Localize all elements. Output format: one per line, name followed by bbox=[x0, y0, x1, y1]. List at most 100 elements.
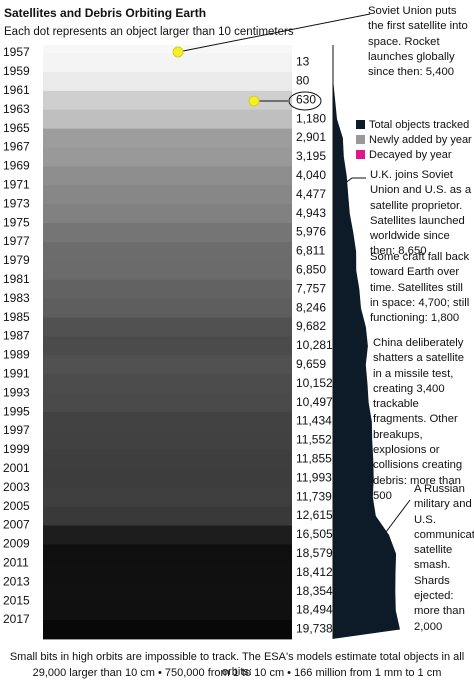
value-label: 8,246 bbox=[296, 300, 326, 314]
value-label: 6,850 bbox=[296, 263, 326, 277]
value-label: 5,976 bbox=[296, 225, 326, 239]
density-band bbox=[43, 412, 292, 432]
year-label: 2007 bbox=[3, 518, 30, 532]
highlight-dot bbox=[248, 95, 260, 107]
value-label: 4,943 bbox=[296, 206, 326, 220]
year-label: 1957 bbox=[3, 45, 30, 59]
density-band bbox=[43, 298, 292, 319]
footer-line: 29,000 larger than 10 cm • 750,000 from … bbox=[32, 667, 442, 679]
year-label: 1993 bbox=[3, 385, 30, 399]
value-label: 80 bbox=[296, 74, 310, 88]
density-band bbox=[43, 223, 292, 243]
density-band bbox=[43, 506, 292, 526]
year-label: 2005 bbox=[3, 499, 30, 513]
density-band bbox=[43, 53, 292, 73]
year-label: 1999 bbox=[3, 442, 30, 456]
chart-title: Satellites and Debris Orbiting Earth bbox=[4, 6, 206, 20]
value-label: 2,901 bbox=[296, 130, 326, 144]
value-label: 4,040 bbox=[296, 168, 326, 182]
year-label: 1969 bbox=[3, 159, 30, 173]
annotation: Soviet Union puts the first satellite in… bbox=[368, 5, 468, 79]
density-band bbox=[43, 109, 292, 130]
annotation: Some craft fall back toward Earth over t… bbox=[370, 251, 470, 325]
value-label: 4,477 bbox=[296, 187, 326, 201]
legend-swatch bbox=[356, 150, 365, 159]
density-band bbox=[43, 147, 292, 167]
density-band bbox=[43, 317, 292, 337]
year-label: 1991 bbox=[3, 366, 30, 380]
density-band bbox=[43, 487, 292, 508]
year-label: 1981 bbox=[3, 272, 30, 286]
value-label: 11,552 bbox=[296, 433, 332, 447]
year-label: 1979 bbox=[3, 253, 30, 267]
density-band bbox=[43, 71, 292, 92]
year-label: 1997 bbox=[3, 423, 30, 437]
year-label: 1963 bbox=[3, 102, 30, 116]
year-label: 1971 bbox=[3, 177, 30, 191]
value-label: 10,152 bbox=[296, 376, 333, 390]
value-label: 11,739 bbox=[296, 489, 332, 503]
density-band bbox=[43, 431, 292, 451]
year-label: 2001 bbox=[3, 461, 30, 475]
dot-field bbox=[43, 45, 292, 640]
value-label: 9,682 bbox=[296, 319, 326, 333]
density-band bbox=[43, 374, 292, 394]
density-band bbox=[43, 204, 292, 224]
value-label: 1,180 bbox=[296, 111, 326, 125]
year-label: 2015 bbox=[3, 593, 30, 607]
annotation: U.K. joins Soviet Union and U.S. as a sa… bbox=[370, 169, 472, 258]
density-band bbox=[43, 336, 292, 356]
year-label: 1961 bbox=[3, 83, 30, 97]
density-band bbox=[43, 468, 292, 489]
year-label: 1983 bbox=[3, 291, 30, 305]
year-label: 1975 bbox=[3, 215, 30, 229]
year-label: 2009 bbox=[3, 537, 30, 551]
value-label: 7,757 bbox=[296, 281, 326, 295]
density-band bbox=[43, 525, 292, 545]
year-label: 1965 bbox=[3, 121, 30, 135]
value-label: 11,434 bbox=[296, 414, 332, 428]
highlight-circle bbox=[288, 91, 322, 111]
year-label: 2011 bbox=[3, 555, 29, 569]
legend-label: Newly added by year bbox=[369, 134, 472, 146]
year-label: 2017 bbox=[3, 612, 30, 626]
density-band bbox=[43, 544, 292, 564]
year-label: 1977 bbox=[3, 234, 30, 248]
value-label: 18,494 bbox=[296, 603, 333, 617]
density-band bbox=[43, 582, 292, 602]
value-label: 19,738 bbox=[296, 622, 333, 636]
year-label: 2003 bbox=[3, 480, 30, 494]
year-label: 2013 bbox=[3, 574, 30, 588]
annotation: China deliberately shatters a satellite … bbox=[373, 337, 465, 502]
value-label: 12,615 bbox=[296, 508, 333, 522]
year-label: 1985 bbox=[3, 310, 30, 324]
legend-label: Total objects tracked bbox=[369, 119, 469, 131]
density-band bbox=[43, 279, 292, 300]
chart-subtitle: Each dot represents an object larger tha… bbox=[4, 26, 294, 38]
footer-line: Small bits in high orbits are impossible… bbox=[9, 651, 465, 679]
legend-swatch bbox=[356, 120, 365, 129]
density-band bbox=[43, 393, 292, 413]
legend-label: Decayed by year bbox=[369, 149, 452, 161]
density-band bbox=[43, 242, 292, 262]
year-label: 1973 bbox=[3, 196, 30, 210]
density-band bbox=[43, 563, 292, 583]
value-label: 18,412 bbox=[296, 565, 333, 579]
value-label: 10,281 bbox=[296, 338, 333, 352]
value-label: 6,811 bbox=[296, 244, 325, 258]
density-band bbox=[43, 166, 292, 186]
value-label: 16,505 bbox=[296, 527, 333, 541]
value-label: 3,195 bbox=[296, 149, 326, 163]
year-label: 1967 bbox=[3, 140, 30, 154]
value-label: 11,993 bbox=[296, 470, 332, 484]
value-label: 18,579 bbox=[296, 546, 333, 560]
year-label: 1995 bbox=[3, 404, 30, 418]
value-label: 18,354 bbox=[296, 584, 333, 598]
year-label: 1989 bbox=[3, 348, 30, 362]
density-band bbox=[43, 90, 292, 111]
legend-swatch bbox=[356, 135, 365, 144]
year-label: 1959 bbox=[3, 64, 30, 78]
highlight-dot bbox=[172, 46, 184, 58]
